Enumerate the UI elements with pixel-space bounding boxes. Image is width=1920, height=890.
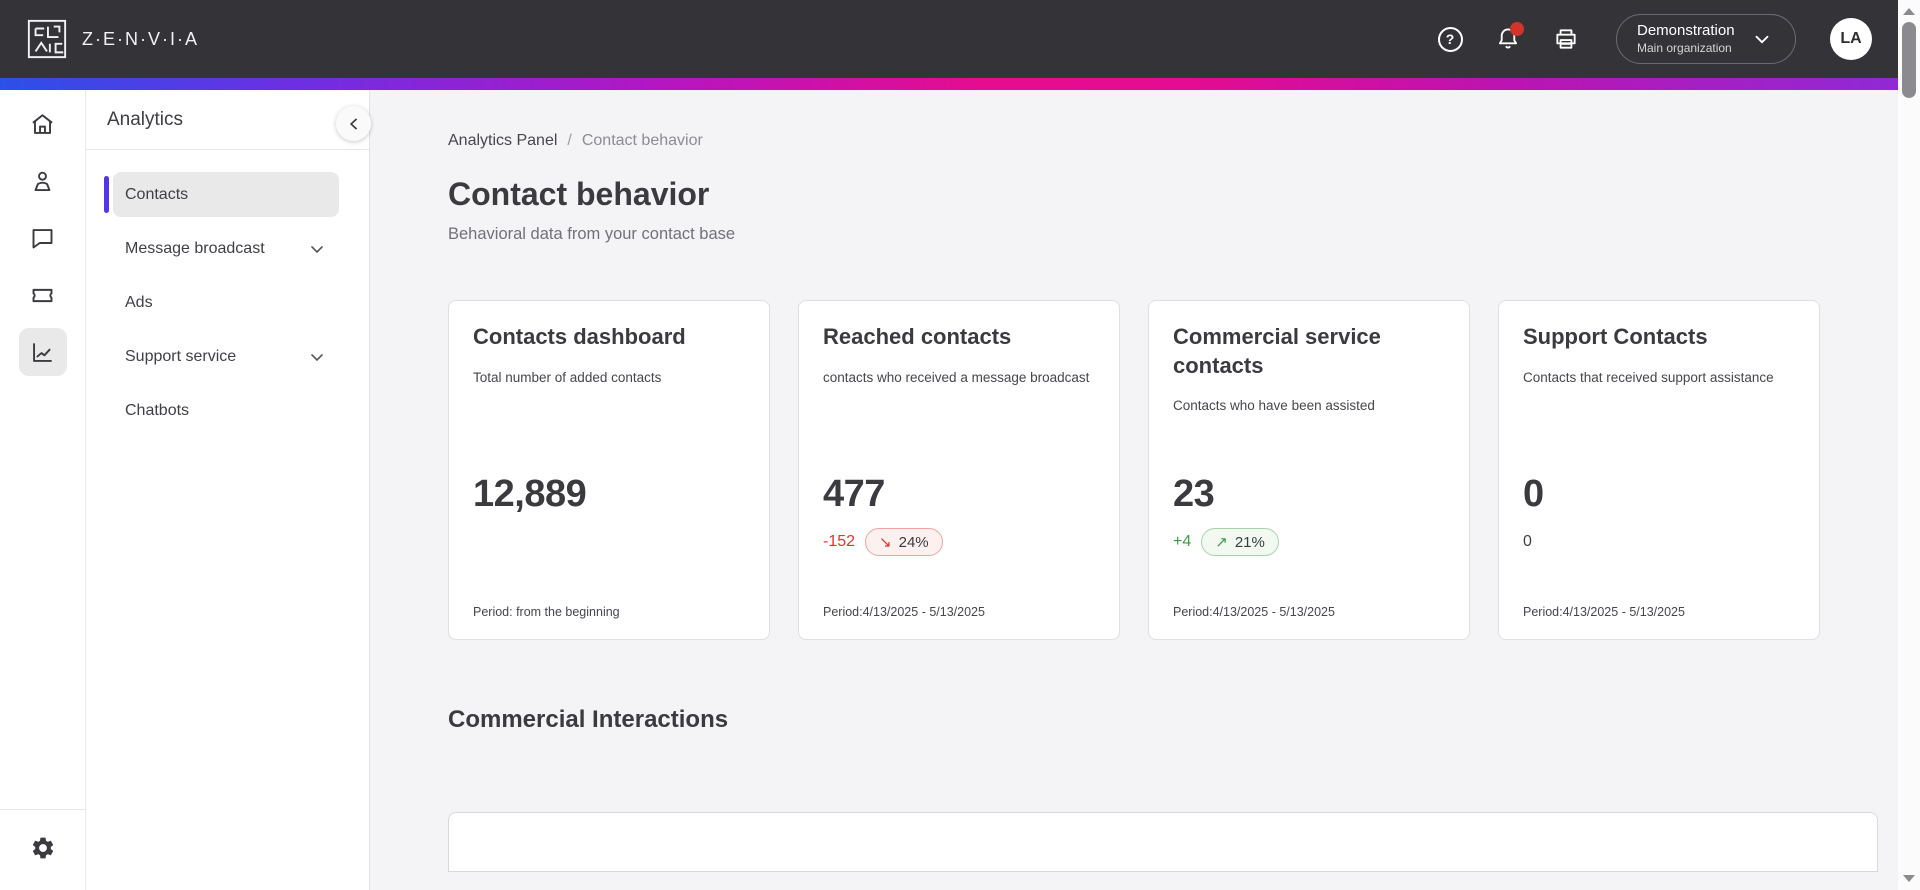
sidebar-item-ads[interactable]: Ads <box>113 280 339 325</box>
brand-gradient-bar <box>0 78 1898 90</box>
trend-up-icon: ↗ <box>1215 534 1228 551</box>
line-chart-icon <box>29 339 56 366</box>
nav-conversations[interactable] <box>19 214 67 262</box>
card-period: Period:4/13/2025 - 5/13/2025 <box>823 605 985 619</box>
card-value: 0 <box>1523 473 1544 515</box>
section-title-commercial-interactions: Commercial Interactions <box>448 706 729 733</box>
card-commercial-service-contacts: Commercial service contacts Contacts who… <box>1148 300 1470 640</box>
card-description: Total number of added contacts <box>473 369 662 385</box>
scrollbar-up-arrow[interactable] <box>1903 8 1915 15</box>
card-period: Period:4/13/2025 - 5/13/2025 <box>1523 605 1685 619</box>
trend-percent: 24% <box>898 533 929 551</box>
chevron-down-icon <box>307 347 327 367</box>
nav-contacts[interactable] <box>19 157 67 205</box>
card-value: 23 <box>1173 473 1215 515</box>
person-icon <box>29 168 56 195</box>
trend-badge: ↘ 24% <box>865 528 943 556</box>
zenvia-logo[interactable]: Z·E·N·V·I·A <box>26 18 199 60</box>
scrollbar-down-arrow[interactable] <box>1903 875 1915 882</box>
chevron-down-icon <box>1751 28 1773 50</box>
card-title: Support Contacts <box>1523 324 1708 349</box>
delta-value: +4 <box>1173 533 1192 550</box>
help-icon: ? <box>1437 26 1463 52</box>
organization-subname: Main organization <box>1637 40 1732 55</box>
sidebar-title: Analytics <box>107 108 184 130</box>
card-title: Commercial service contacts <box>1173 324 1381 378</box>
sidebar-item-contacts[interactable]: Contacts <box>104 172 339 217</box>
card-description: Contacts that received support assistanc… <box>1523 369 1774 385</box>
sidebar-item-support-service[interactable]: Support service <box>113 334 339 379</box>
card-description: contacts who received a message broadcas… <box>823 369 1090 385</box>
commercial-interactions-card <box>448 812 1878 872</box>
printer-icon <box>1553 26 1579 52</box>
sidebar-item-label: Support service <box>125 347 237 365</box>
card-period: Period: from the beginning <box>473 605 620 619</box>
delta-value: -152 <box>823 533 856 550</box>
zenvia-logo-icon <box>26 18 68 60</box>
help-button[interactable]: ? <box>1430 19 1470 59</box>
secondary-value: 0 <box>1523 533 1532 550</box>
card-description: Contacts who have been assisted <box>1173 398 1375 414</box>
nav-settings[interactable] <box>19 824 67 872</box>
card-value: 477 <box>823 473 885 515</box>
user-avatar[interactable]: LA <box>1830 18 1872 60</box>
page-title: Contact behavior <box>448 176 710 212</box>
sidebar-header: Analytics <box>86 90 369 150</box>
card-period: Period:4/13/2025 - 5/13/2025 <box>1173 605 1335 619</box>
icon-rail <box>0 90 86 890</box>
notifications-button[interactable] <box>1488 19 1528 59</box>
brand-wordmark: Z·E·N·V·I·A <box>82 28 199 49</box>
breadcrumb-current: Contact behavior <box>581 132 703 149</box>
card-value: 12,889 <box>473 473 587 515</box>
breadcrumb-separator: / <box>567 132 572 149</box>
sidebar-item-label: Chatbots <box>125 401 190 419</box>
sidebar-item-label: Ads <box>125 293 153 311</box>
chat-bubble-icon <box>29 225 56 252</box>
card-title: Contacts dashboard <box>473 324 686 349</box>
page-scrollbar <box>1898 0 1920 890</box>
nav-tickets[interactable] <box>19 271 67 319</box>
card-delta-row: 0 <box>1523 524 1795 560</box>
gear-icon <box>30 835 56 861</box>
sidebar-menu: Contacts Message broadcast Ads Support s… <box>86 150 369 442</box>
trend-badge: ↗ 21% <box>1201 528 1279 556</box>
chevron-left-icon <box>344 114 364 134</box>
rail-divider <box>0 809 86 810</box>
card-support-contacts: Support Contacts Contacts that received … <box>1498 300 1820 640</box>
sidebar-item-message-broadcast[interactable]: Message broadcast <box>113 226 339 271</box>
nav-analytics[interactable] <box>18 328 67 376</box>
card-delta-row: -152 ↘ 24% <box>823 524 1095 560</box>
organization-switcher[interactable]: Demonstration Main organization <box>1616 13 1796 65</box>
print-button[interactable] <box>1546 19 1586 59</box>
trend-down-icon: ↘ <box>879 534 892 551</box>
card-contacts-dashboard: Contacts dashboard Total number of added… <box>448 300 770 640</box>
page-subtitle: Behavioral data from your contact base <box>448 225 736 243</box>
main-content: Analytics Panel / Contact behavior Conta… <box>370 90 1898 890</box>
ticket-icon <box>29 282 56 309</box>
scrollbar-thumb[interactable] <box>1902 22 1916 98</box>
card-delta-row: +4 ↗ 21% <box>1173 524 1445 560</box>
nav-home[interactable] <box>19 100 67 148</box>
breadcrumb-analytics-panel[interactable]: Analytics Panel <box>448 132 558 149</box>
card-delta-row <box>473 524 745 560</box>
top-bar: Z·E·N·V·I·A ? <box>0 0 1898 78</box>
sidebar-item-label: Message broadcast <box>125 239 265 257</box>
trend-percent: 21% <box>1234 533 1265 551</box>
sidebar-item-label: Contacts <box>125 185 189 203</box>
kpi-cards-row: Contacts dashboard Total number of added… <box>448 300 1898 640</box>
breadcrumb: Analytics Panel / Contact behavior <box>448 132 1898 150</box>
card-reached-contacts: Reached contacts contacts who received a… <box>798 300 1120 640</box>
home-icon <box>29 111 56 138</box>
chevron-down-icon <box>307 239 327 259</box>
card-title: Reached contacts <box>823 324 1012 349</box>
analytics-sidebar: Analytics Contacts Message broadcast Ads… <box>86 90 370 890</box>
notification-badge <box>1510 22 1524 36</box>
sidebar-item-chatbots[interactable]: Chatbots <box>113 388 339 433</box>
collapse-sidebar-button[interactable] <box>336 106 371 141</box>
organization-name: Demonstration <box>1637 21 1735 39</box>
